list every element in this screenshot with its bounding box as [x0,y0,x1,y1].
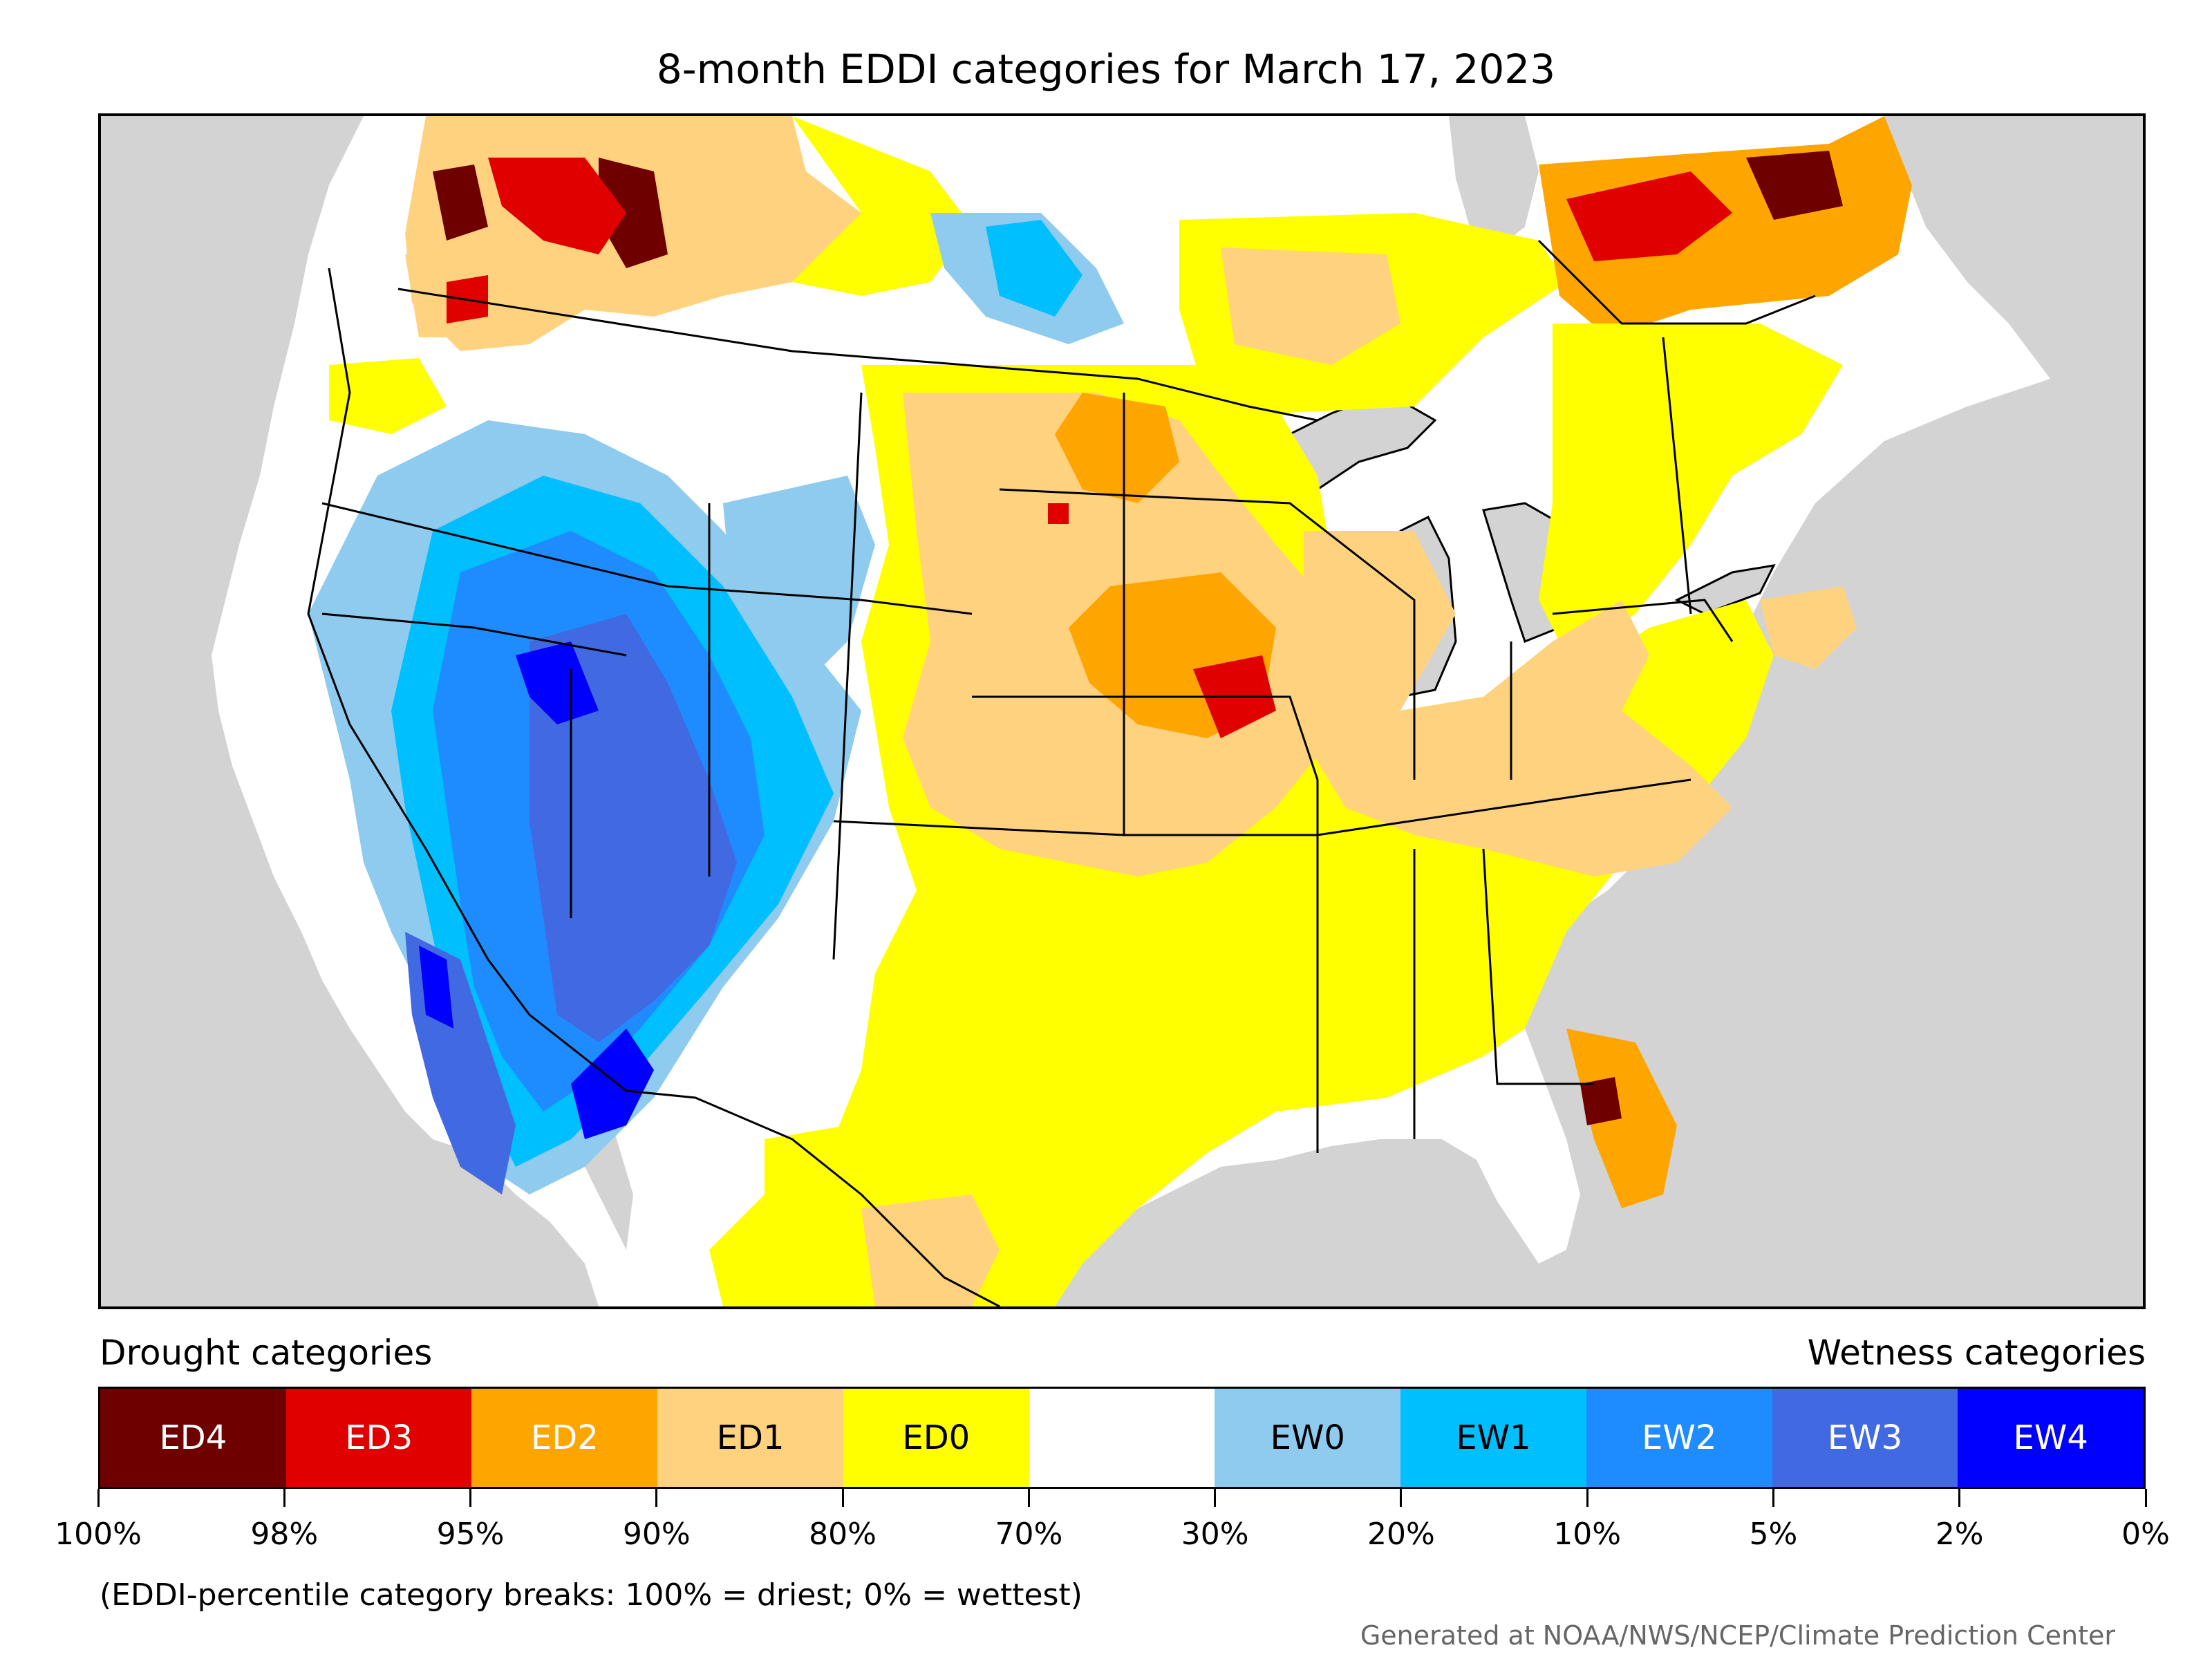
colorbar-tick [1772,1489,1774,1507]
colorbar-ticks [97,1489,2147,1510]
colorbar-tick-label: 5% [1749,1517,1798,1552]
colorbar-tick-label: 98% [250,1517,319,1552]
colorbar-tick-label: 80% [809,1517,877,1552]
drought-categories-heading: Drought categories [100,1333,433,1373]
political-borders [307,239,1816,1306]
map-canvas [212,116,2050,1306]
percentile-footnote: (EDDI-percentile category breaks: 100% =… [100,1577,1082,1613]
colorbar-segment-ew0: EW0 [1215,1389,1401,1487]
colorbar-tick [97,1489,100,1507]
colorbar-tick-label: 100% [55,1517,142,1552]
colorbar-segment-ed3: ED3 [285,1389,472,1487]
colorbar-segment-ew3: EW3 [1772,1389,1958,1487]
colorbar-tick [1400,1489,1403,1507]
map-title: 8-month EDDI categories for March 17, 20… [656,46,1556,93]
colorbar-segment-ew4: EW4 [1958,1389,2144,1487]
colorbar-tick [1214,1489,1217,1507]
colorbar-tick-label: 30% [1181,1517,1249,1552]
wetness-shading [308,213,1124,1194]
james-bay [1449,116,1539,254]
colorbar-segment-ew1: EW1 [1400,1389,1586,1487]
colorbar-tick [1027,1489,1030,1507]
colorbar-tick [283,1489,285,1507]
colorbar-segment-neutral [1029,1389,1215,1487]
colorbar-segment-ed4: ED4 [100,1389,286,1487]
wetness-categories-heading: Wetness categories [1807,1333,2146,1373]
colorbar-tick [1586,1489,1588,1507]
colorbar-tick-label: 90% [622,1517,691,1552]
colorbar-tick-label: 2% [1935,1517,1984,1552]
colorbar-tick [469,1489,472,1507]
colorbar-tick-label: 0% [2121,1517,2170,1552]
noaa-credit: Generated at NOAA/NWS/NCEP/Climate Predi… [1360,1620,2115,1651]
colorbar-segment-ed2: ED2 [471,1389,658,1487]
colorbar-tick [841,1489,844,1507]
colorbar-segment-ed0: ED0 [843,1389,1029,1487]
colorbar-segment-ed1: ED1 [657,1389,843,1487]
colorbar-tick [2144,1489,2147,1507]
colorbar-segment-ew2: EW2 [1586,1389,1772,1487]
colorbar-tick-label: 10% [1553,1517,1622,1552]
colorbar-tick-label: 20% [1367,1517,1435,1552]
colorbar-tick [1958,1489,1961,1507]
colorbar-tick-label: 95% [436,1517,505,1552]
category-colorbar: ED4 ED3 ED2 ED1 ED0 EW0 EW1 EW2 EW3 EW4 [98,1387,2146,1489]
eddi-map [98,113,2146,1309]
colorbar-tick-label: 70% [995,1517,1063,1552]
colorbar-tick [655,1489,658,1507]
